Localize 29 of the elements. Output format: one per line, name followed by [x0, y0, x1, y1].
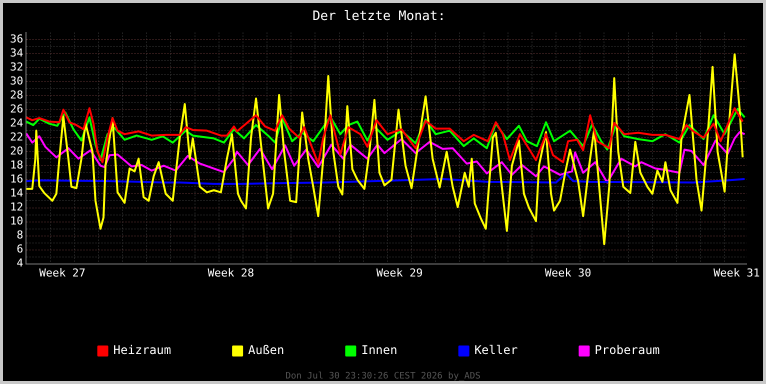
- y-tick-label: 18: [10, 158, 24, 172]
- y-tick-label: 8: [16, 228, 24, 242]
- x-tick-label: Week 29: [376, 266, 423, 280]
- legend-label: Keller: [474, 343, 518, 358]
- y-tick-label: 14: [10, 186, 24, 200]
- x-tick-label: Week 28: [208, 266, 254, 280]
- y-tick-label: 30: [10, 74, 24, 88]
- y-tick-label: 26: [10, 102, 24, 116]
- y-tick-label: 22: [10, 130, 24, 144]
- y-tick-label: 10: [10, 214, 24, 228]
- y-tick-label: 4: [16, 256, 24, 270]
- legend-label: Innen: [361, 343, 398, 358]
- chart-title: Der letzte Monat:: [312, 9, 446, 24]
- x-tick-label: Week 31: [713, 266, 760, 280]
- y-tick-label: 36: [10, 32, 24, 46]
- y-tick-label: 34: [10, 46, 24, 60]
- y-tick-label: 28: [10, 88, 24, 102]
- y-tick-label: 12: [10, 200, 24, 214]
- y-tick-label: 20: [10, 144, 24, 158]
- legend-label: Außen: [248, 343, 284, 358]
- y-tick-label: 6: [16, 242, 24, 256]
- y-tick-label: 32: [10, 60, 24, 74]
- x-tick-label: Week 30: [544, 266, 592, 280]
- text: Don Jul 30 23:30:26 CEST 2026 by_ADS: [285, 371, 481, 382]
- x-tick-label: Week 27: [39, 266, 86, 280]
- legend-label: Heizraum: [113, 343, 172, 358]
- y-tick-label: 16: [10, 172, 24, 186]
- y-tick-label: 24: [10, 116, 24, 130]
- legend-label: Proberaum: [594, 343, 660, 358]
